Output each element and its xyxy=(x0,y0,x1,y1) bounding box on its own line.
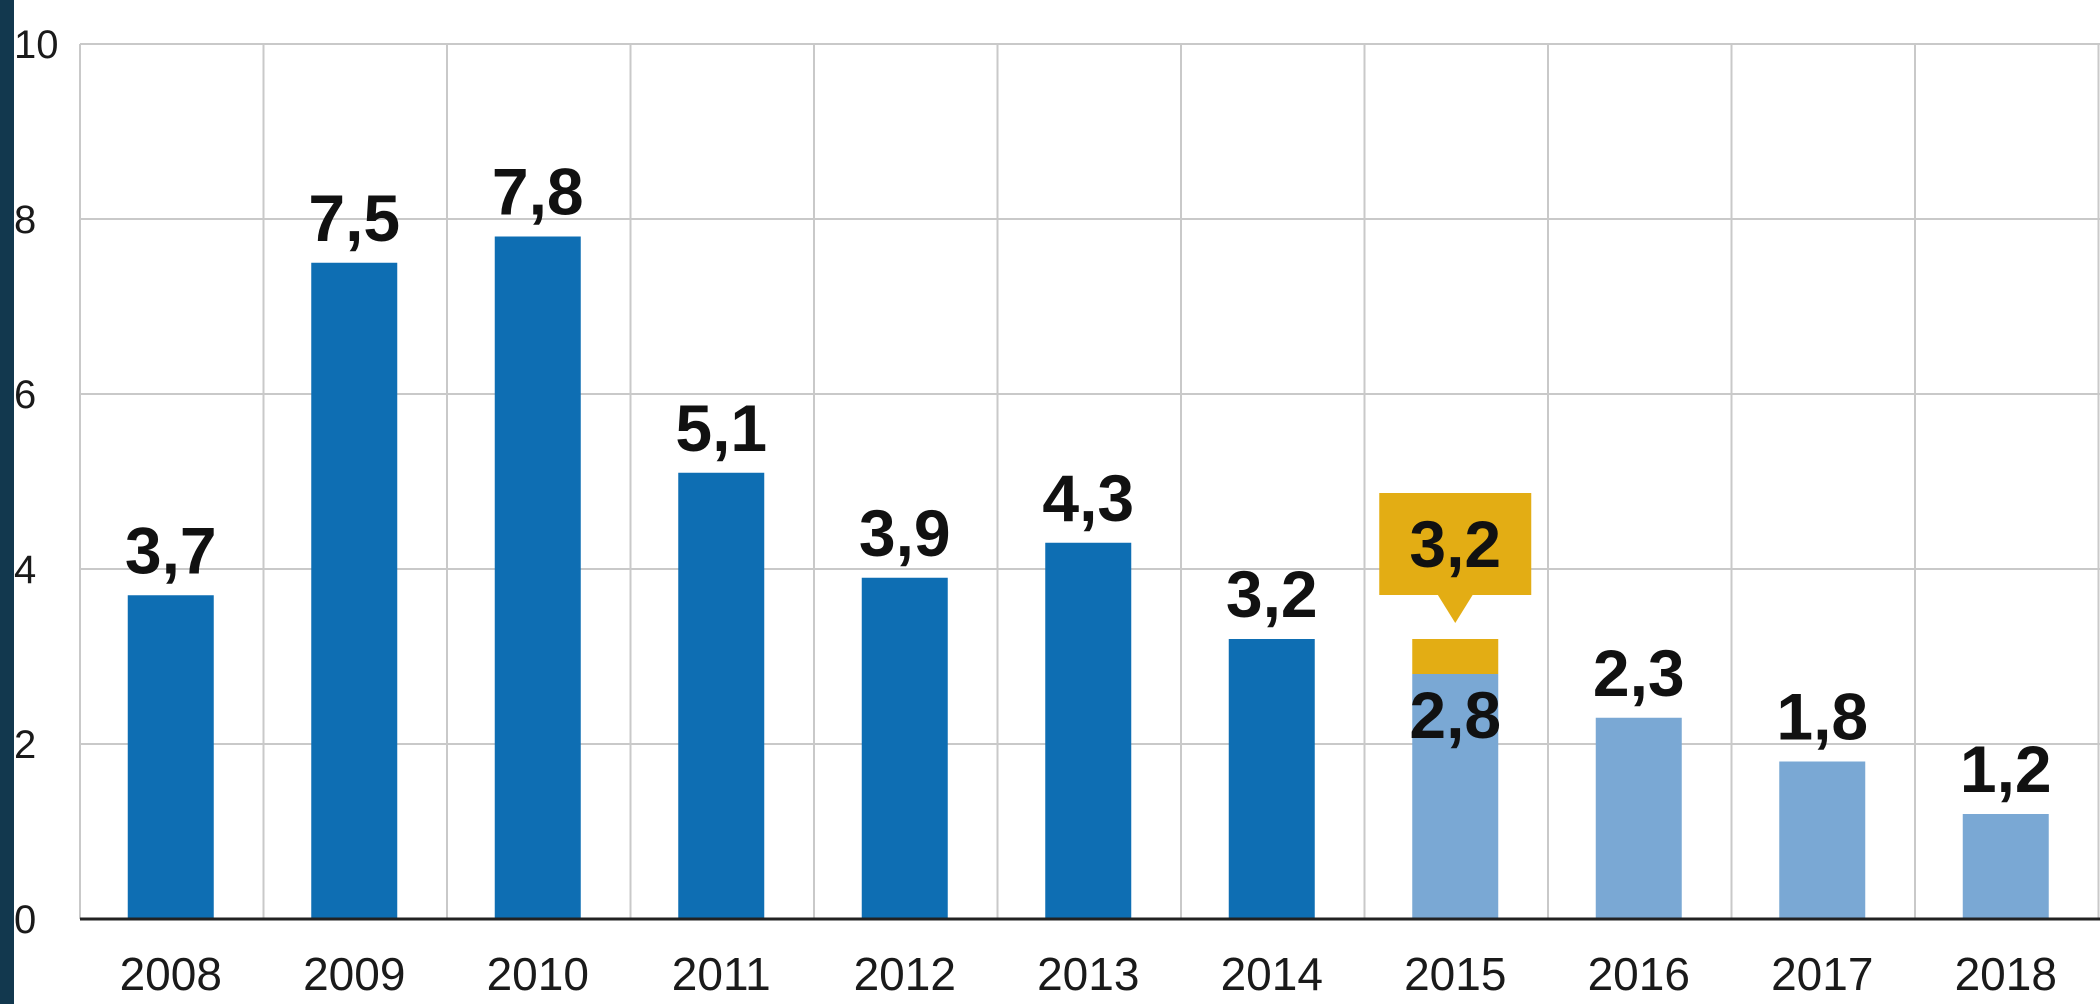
annotation-callout-box xyxy=(1379,493,1532,595)
y-tick-label: 0 xyxy=(14,898,36,942)
bar-2016 xyxy=(1595,717,1682,919)
x-tick-label-2018: 2018 xyxy=(1955,948,2057,1000)
bar-2017 xyxy=(1779,761,1866,919)
x-tick-label-2011: 2011 xyxy=(672,948,771,1000)
x-tick-label-2008: 2008 xyxy=(120,948,222,1000)
bar-2013 xyxy=(1045,542,1132,919)
x-tick-label-2016: 2016 xyxy=(1588,948,1690,1000)
value-label-2016: 2,3 xyxy=(1593,636,1685,710)
x-tick-label-2015: 2015 xyxy=(1404,948,1506,1000)
x-tick-label-2012: 2012 xyxy=(854,948,956,1000)
x-tick-label-2017: 2017 xyxy=(1771,948,1873,1000)
value-label-2013: 4,3 xyxy=(1042,461,1134,535)
value-label-2018: 1,2 xyxy=(1960,732,2052,806)
value-label-2014: 3,2 xyxy=(1226,557,1318,631)
bar-2010 xyxy=(494,236,581,919)
annotation-callout-pointer xyxy=(1437,594,1474,623)
x-tick-label-2010: 2010 xyxy=(487,948,589,1000)
value-label-2008: 3,7 xyxy=(125,513,217,587)
x-tick-label-2013: 2013 xyxy=(1037,948,1139,1000)
left-edge-strip xyxy=(0,0,14,1004)
y-tick-label: 6 xyxy=(14,373,36,417)
x-tick-label-2014: 2014 xyxy=(1221,948,1323,1000)
y-tick-label: 10 xyxy=(14,23,59,67)
y-tick-label: 4 xyxy=(14,548,36,592)
y-tick-label: 8 xyxy=(14,198,36,242)
value-label-2012: 3,9 xyxy=(859,496,951,570)
value-label-2010: 7,8 xyxy=(492,155,584,229)
bar-2018 xyxy=(1962,814,2049,919)
bar-2015 xyxy=(1412,674,1499,919)
y-tick-label: 2 xyxy=(14,723,36,767)
bar-2011 xyxy=(678,472,765,919)
value-label-2009: 7,5 xyxy=(308,181,400,255)
value-label-2017: 1,8 xyxy=(1776,680,1868,754)
annotation-callout-label: 3,2 xyxy=(1409,507,1501,581)
bar-2012 xyxy=(861,577,948,919)
bar-2014 xyxy=(1228,639,1315,919)
value-label-2015: 2,8 xyxy=(1409,678,1501,752)
bar-2009 xyxy=(311,262,398,919)
bar-2008 xyxy=(127,595,214,919)
value-label-2011: 5,1 xyxy=(675,391,767,465)
annotation-bar-segment xyxy=(1412,639,1499,674)
x-tick-label-2009: 2009 xyxy=(303,948,405,1000)
